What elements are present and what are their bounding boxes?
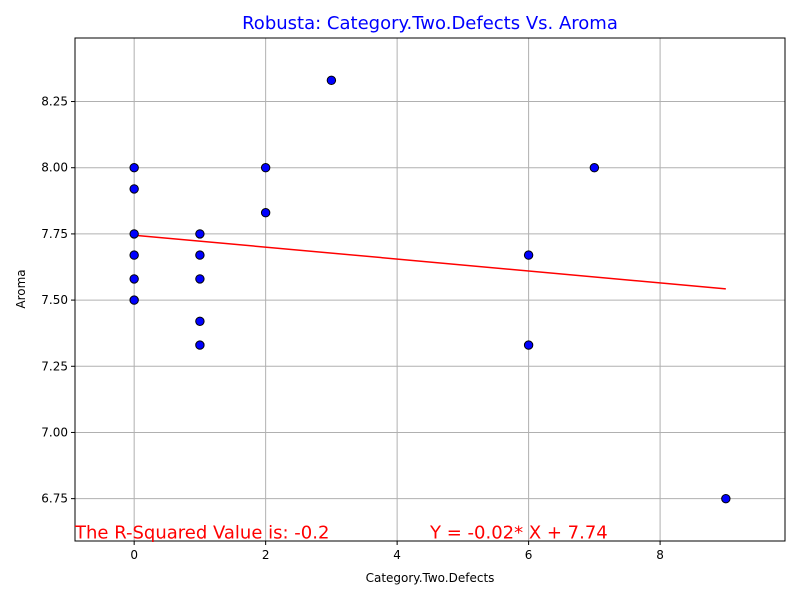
data-point xyxy=(195,250,205,260)
y-tick-label: 6.75 xyxy=(41,492,68,506)
data-points xyxy=(129,75,731,504)
regression-equation-annotation: Y = -0.02* X + 7.74 xyxy=(429,522,608,543)
y-tick-label: 7.50 xyxy=(41,293,68,307)
y-tick-label: 7.25 xyxy=(41,359,68,373)
data-point xyxy=(195,274,205,284)
data-point xyxy=(129,184,139,194)
data-point xyxy=(129,163,139,173)
y-axis-label: Aroma xyxy=(14,269,28,308)
x-tick-label: 2 xyxy=(262,548,270,562)
data-point xyxy=(523,250,534,260)
regression-line xyxy=(134,234,726,290)
data-point xyxy=(721,493,731,504)
data-point xyxy=(260,208,271,218)
chart-title: Robusta: Category.Two.Defects Vs. Aroma xyxy=(242,13,618,34)
data-point xyxy=(129,250,139,260)
data-point xyxy=(195,316,205,326)
y-tick-label: 8.00 xyxy=(41,161,68,175)
data-point xyxy=(589,163,600,173)
data-point xyxy=(129,229,139,239)
data-point xyxy=(326,75,337,86)
data-point xyxy=(129,274,139,284)
regression-layer xyxy=(134,234,726,290)
y-tick-label: 7.75 xyxy=(41,227,68,241)
data-point xyxy=(523,340,534,350)
x-tick-label: 8 xyxy=(656,548,664,562)
r-squared-annotation: The R-Squared Value is: -0.2 xyxy=(74,522,329,543)
y-tick-label: 8.25 xyxy=(41,95,68,109)
data-point xyxy=(129,295,139,305)
x-axis-label: Category.Two.Defects xyxy=(366,571,495,585)
axis-ticks: 0 2 4 6 8 6.75 7.00 7.25 7.50 7.75 8.00 8.25 xyxy=(41,95,664,562)
data-point xyxy=(195,340,205,350)
grid-lines xyxy=(75,38,785,541)
x-tick-label: 0 xyxy=(130,548,138,562)
data-point xyxy=(195,229,205,239)
y-tick-label: 7.00 xyxy=(41,425,68,439)
plot-area-frame xyxy=(74,37,786,542)
x-tick-label: 6 xyxy=(525,548,533,562)
x-tick-label: 4 xyxy=(393,548,401,562)
data-point xyxy=(260,163,271,173)
